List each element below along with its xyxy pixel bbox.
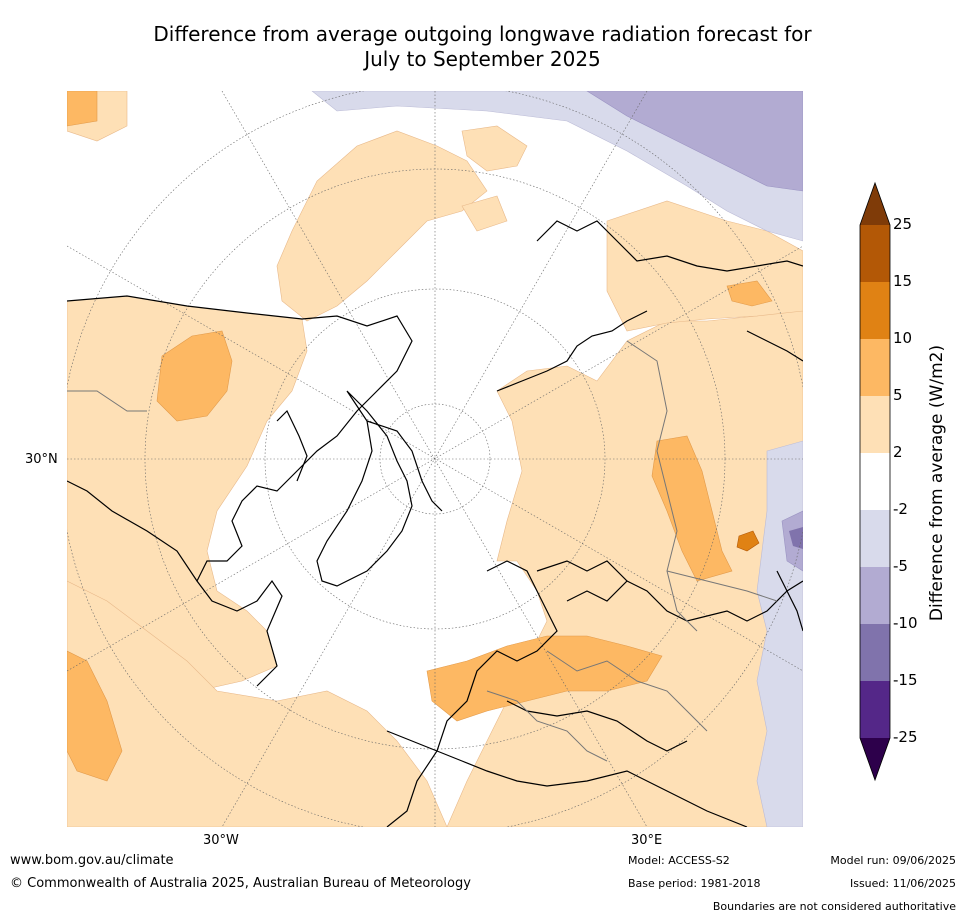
boundaries: [67, 340, 778, 762]
title-line-2: July to September 2025: [364, 47, 601, 71]
colorbar-title: Difference from average (W/m2): [927, 344, 947, 622]
colorbar-tick-label: 25: [893, 215, 913, 233]
coastlines: [67, 220, 803, 827]
colorbar-outline: [859, 181, 891, 782]
lat-label-30n: 30°N: [25, 452, 58, 467]
lon-label-30e: 30°E: [631, 833, 663, 848]
polar-map: [67, 91, 803, 827]
anomaly-10-15-regions: [736, 530, 760, 552]
title-line-1: Difference from average outgoing longwav…: [153, 22, 812, 46]
colorbar-band-10-15: [860, 282, 890, 339]
footer-url: www.bom.gov.au/climate: [10, 853, 174, 868]
footer-model: Model: ACCESS-S2: [628, 854, 730, 867]
colorbar-tick-label: -25: [893, 728, 918, 746]
footer-disclaimer: Boundaries are not considered authoritat…: [712, 900, 956, 913]
colorbar-band-neg-2-5: [860, 510, 890, 567]
footer-model-run: Model run: 09/06/2025: [830, 854, 956, 867]
colorbar-band-neg-10-15: [860, 624, 890, 681]
colorbar-band-neg-5-10: [860, 567, 890, 624]
colorbar-tick-label: -5: [893, 557, 908, 575]
chart-title: Difference from average outgoing longwav…: [0, 22, 965, 72]
graticule: [67, 91, 803, 827]
footer-copyright: © Commonwealth of Australia 2025, Austra…: [10, 876, 471, 891]
anomaly-5-10-regions: [67, 91, 773, 782]
footer-base-period: Base period: 1981-2018: [628, 877, 761, 890]
colorbar-tick-label: -10: [893, 614, 918, 632]
colorbar-band-neutral: [860, 453, 890, 510]
colorbar-band-2-5: [860, 396, 890, 453]
colorbar-tick-label: -15: [893, 671, 918, 689]
footer-issued: Issued: 11/06/2025: [849, 877, 956, 890]
colorbar-over-arrow: [860, 183, 890, 225]
colorbar-tick-label: 15: [893, 272, 913, 290]
colorbar-tick-label: 5: [893, 386, 903, 404]
colorbar-band-15-25: [860, 225, 890, 282]
colorbar-band-5-10: [860, 339, 890, 396]
colorbar-under-arrow: [860, 738, 890, 780]
colorbar-tick-label: 10: [893, 329, 913, 347]
colorbar-band-neg-15-25: [860, 681, 890, 738]
lon-label-30w: 30°W: [203, 833, 239, 848]
colorbar-tick-label: -2: [893, 500, 908, 518]
colorbar-tick-label: 2: [893, 443, 903, 461]
anomaly-neg-10-15-regions: [789, 527, 803, 549]
